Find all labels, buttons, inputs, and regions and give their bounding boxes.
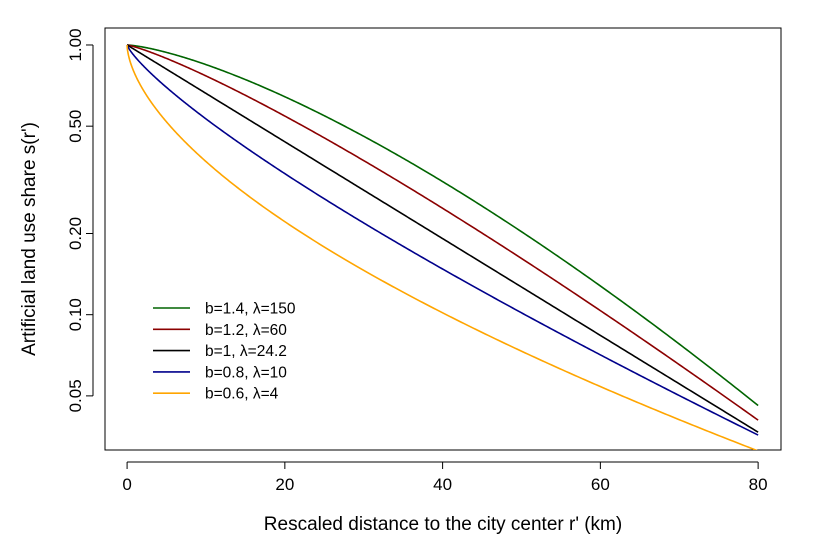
x-tick-label: 80 [749, 475, 768, 494]
legend-label: b=0.8, λ=10 [205, 364, 287, 381]
series-line [127, 44, 759, 407]
series-line [126, 44, 759, 433]
x-tick-label: 0 [122, 475, 131, 494]
curves [126, 44, 759, 450]
legend-label: b=0.6, λ=4 [205, 386, 279, 403]
x-axis-label: Rescaled distance to the city center r' … [264, 514, 622, 535]
y-tick-label: 1.00 [66, 28, 85, 61]
series-line [126, 44, 759, 436]
series-line [126, 44, 758, 450]
y-tick-label: 0.05 [66, 379, 85, 412]
x-tick-label: 40 [433, 475, 452, 494]
y-axis-label: Artificial land use share s(r') [19, 122, 40, 356]
x-tick-label: 60 [591, 475, 610, 494]
plot-frame [104, 27, 782, 451]
series-line [127, 44, 759, 421]
y-tick-label: 0.10 [66, 298, 85, 331]
legend: b=1.4, λ=150 b=1.2, λ=60 b=1, λ=24.2 b=0.8,… [153, 301, 296, 403]
x-tick-label: 20 [275, 475, 294, 494]
y-tick-label: 0.20 [66, 217, 85, 250]
y-tick-label: 0.50 [66, 110, 85, 143]
legend-label: b=1, λ=24.2 [205, 343, 287, 360]
legend-label: b=1.4, λ=150 [205, 301, 296, 318]
axes: 0 20 40 60 80 1.00 0.50 0.20 0.10 0.05 [66, 28, 768, 494]
legend-label: b=1.2, λ=60 [205, 322, 287, 339]
